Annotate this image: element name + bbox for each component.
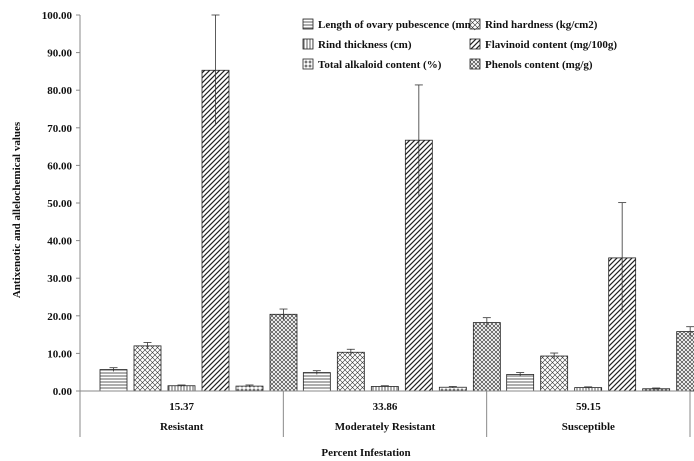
y-tick-label: 100.00 [42,10,73,22]
y-axis: 0.00 10.00 20.00 30.00 40.00 50.00 60.00 70.00 8… [42,10,81,398]
x-axis-label: Percent Infestation [321,447,410,459]
legend-swatch [469,38,481,50]
y-tick-label: 0.00 [53,386,73,398]
y-tick-label: 70.00 [47,123,72,135]
bar [540,355,569,392]
y-tick-label: 90.00 [47,48,72,60]
y-tick-label: 10.00 [47,348,72,360]
category-label: 59.15 [576,401,601,413]
y-tick-label: 60.00 [47,160,72,172]
bar [99,369,128,392]
legend-swatch [302,18,314,30]
legend-label: Total alkaloid content (%) [318,59,442,71]
group-label: Resistant [160,421,204,433]
group-label: Susceptible [562,421,615,433]
bar [302,372,331,392]
category-label: 15.37 [169,401,194,413]
y-tick-label: 20.00 [47,311,72,323]
category-label: 33.86 [373,401,398,413]
bars [99,14,694,392]
group-label: Moderately Resistant [335,421,436,433]
bar [506,374,535,392]
legend-swatch [302,38,314,50]
legend-swatch [302,58,314,70]
bar [269,313,298,392]
legend: Length of ovary pubescence (mm) Rind hard… [302,18,617,71]
bar [167,385,196,392]
y-tick-label: 30.00 [47,273,72,285]
legend-label: Flavinoid content (mg/100g) [485,39,617,51]
bar [133,345,162,392]
y-axis-label: Antixenotic and allelochemical values [11,121,23,298]
y-tick-label: 40.00 [47,236,72,248]
y-tick-label: 50.00 [47,198,72,210]
bar [472,322,501,392]
legend-label: Phenols content (mg/g) [485,59,593,71]
x-axis: 15.37 Resistant 33.86 Moderately Resistant 5… [79,390,691,437]
legend-label: Rind thickness (cm) [318,39,412,51]
bar [676,331,694,392]
legend-swatch [469,58,481,70]
legend-swatch [469,18,481,30]
legend-label: Length of ovary pubescence (mm) [318,19,478,31]
legend-label: Rind hardness (kg/cm2) [485,19,598,31]
y-tick-label: 80.00 [47,85,72,97]
bar [336,351,365,392]
